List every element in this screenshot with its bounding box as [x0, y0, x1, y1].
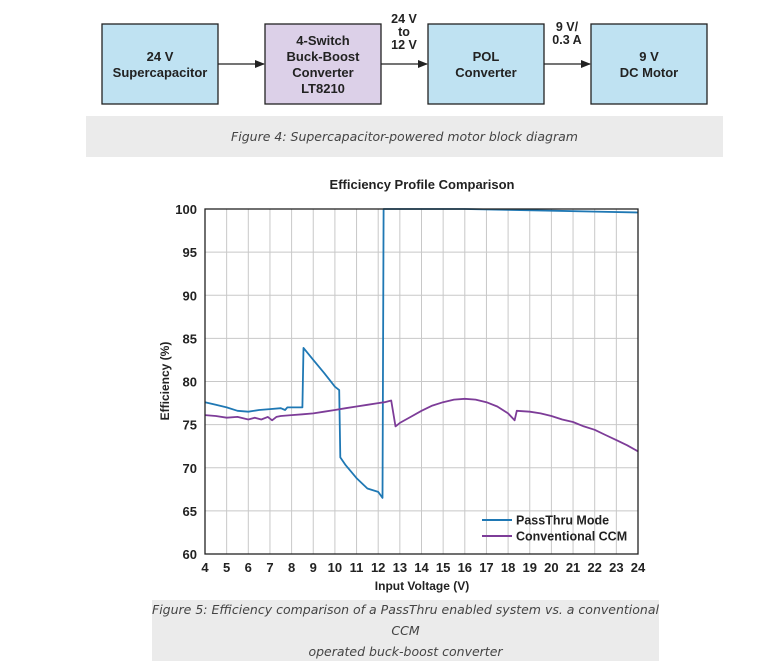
block-pol-label-line: POL [473, 49, 500, 64]
x-tick-label: 18 [501, 560, 515, 575]
block-buckboost-label-line: LT8210 [301, 81, 345, 96]
x-tick-label: 14 [414, 560, 429, 575]
figure-5-caption-line-1: Figure 5: Efficiency comparison of a Pas… [152, 602, 659, 638]
legend-label-passthru-mode: PassThru Mode [516, 514, 609, 528]
block-supercap-label-line: 24 V [147, 49, 174, 64]
block-buckboost-label-line: Buck-Boost [287, 49, 361, 64]
y-tick-label: 80 [183, 375, 197, 390]
x-axis-label: Input Voltage (V) [375, 579, 469, 593]
x-tick-label: 19 [523, 560, 537, 575]
y-tick-label: 85 [183, 331, 197, 346]
x-tick-label: 13 [393, 560, 407, 575]
x-tick-label: 15 [436, 560, 450, 575]
y-tick-label: 65 [183, 504, 197, 519]
x-tick-label: 6 [245, 560, 252, 575]
x-tick-label: 8 [288, 560, 295, 575]
figure-5-caption-line-2: operated buck-boost converter [308, 644, 503, 659]
y-tick-label: 70 [183, 461, 197, 476]
block-pol-label-line: Converter [455, 65, 516, 80]
y-axis-label: Efficiency (%) [158, 342, 172, 421]
block-supercap-label-line: Supercapacitor [113, 65, 208, 80]
x-tick-label: 23 [609, 560, 623, 575]
x-tick-label: 9 [310, 560, 317, 575]
block-buckboost-label-line: Converter [292, 65, 353, 80]
x-tick-label: 5 [223, 560, 230, 575]
x-axis-ticks: 4 5 6 7 8 9 10 11 12 13 14 15 16 17 18 19 20 21 22 23 24 [201, 560, 646, 575]
arrow-label-line: 0.3 A [552, 33, 581, 47]
y-tick-label: 100 [175, 202, 197, 217]
y-axis-ticks: 60 65 70 75 80 85 90 95 100 [175, 202, 197, 562]
grid-lines [205, 209, 638, 554]
x-tick-label: 4 [201, 560, 209, 575]
arrow-label-line: 24 V [391, 12, 417, 26]
chart-title: Efficiency Profile Comparison [330, 177, 515, 192]
y-tick-label: 75 [183, 418, 197, 433]
chart-legend: PassThru Mode Conventional CCM [482, 514, 627, 544]
x-tick-label: 16 [458, 560, 472, 575]
y-tick-label: 95 [183, 245, 197, 260]
series-line-conventional-ccm [204, 397, 639, 453]
x-tick-label: 20 [544, 560, 558, 575]
plot-frame [204, 208, 639, 555]
arrow-label-line: 12 V [391, 38, 417, 52]
legend-label-conventional-ccm: Conventional CCM [516, 530, 627, 544]
x-tick-label: 10 [328, 560, 342, 575]
block-diagram: 24 VSupercapacitor4-SwitchBuck-BoostConv… [101, 12, 708, 105]
figure-4-caption: Figure 4: Supercapacitor-powered motor b… [231, 129, 578, 144]
x-tick-label: 7 [266, 560, 273, 575]
block-motor-label-line: 9 V [639, 49, 659, 64]
y-tick-label: 90 [183, 288, 197, 303]
x-tick-label: 21 [566, 560, 580, 575]
figure-4-caption-box: Figure 4: Supercapacitor-powered motor b… [86, 116, 723, 157]
block-motor-label-line: DC Motor [620, 65, 679, 80]
efficiency-chart: Efficiency Profile Comparison 6065707580… [158, 177, 646, 593]
figure-5-caption-box: Figure 5: Efficiency comparison of a Pas… [152, 600, 659, 661]
x-tick-label: 24 [631, 560, 646, 575]
block-motor: 9 VDC Motor [590, 23, 708, 105]
x-tick-label: 22 [587, 560, 601, 575]
arrow-label-line: to [398, 25, 410, 39]
y-tick-label: 60 [183, 547, 197, 562]
label-9v-03a: 9 V/0.3 A [552, 20, 581, 47]
x-tick-label: 17 [479, 560, 493, 575]
x-tick-label: 11 [350, 560, 364, 575]
block-buckboost-label-line: 4-Switch [296, 33, 350, 48]
arrow-label-line: 9 V/ [556, 20, 579, 34]
x-tick-label: 12 [371, 560, 385, 575]
